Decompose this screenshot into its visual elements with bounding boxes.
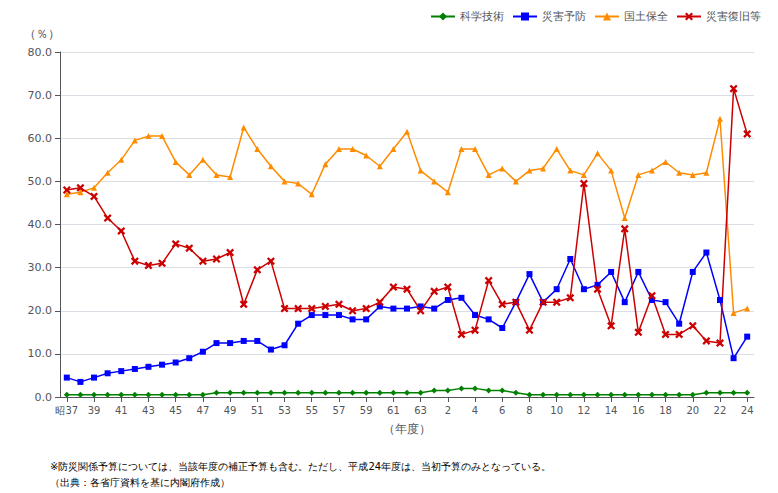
svg-text:53: 53 — [278, 405, 291, 416]
svg-text:63: 63 — [414, 405, 427, 416]
svg-text:14: 14 — [605, 405, 618, 416]
svg-text:昭37: 昭37 — [55, 405, 78, 416]
svg-text:4: 4 — [472, 405, 478, 416]
svg-text:2: 2 — [445, 405, 451, 416]
svg-text:（年度）: （年度） — [383, 422, 431, 436]
svg-text:47: 47 — [197, 405, 210, 416]
svg-text:80.0: 80.0 — [28, 46, 53, 59]
svg-text:61: 61 — [387, 405, 400, 416]
svg-text:科学技術: 科学技術 — [460, 10, 504, 23]
svg-text:災害予防: 災害予防 — [542, 10, 586, 23]
svg-text:16: 16 — [632, 405, 645, 416]
svg-text:※防災関係予算については、当該年度の補正予算も含む。ただし、: ※防災関係予算については、当該年度の補正予算も含む。ただし、平成24年度は、当初… — [50, 461, 551, 472]
svg-text:49: 49 — [224, 405, 237, 416]
svg-text:（％）: （％） — [24, 27, 60, 41]
svg-text:22: 22 — [714, 405, 727, 416]
svg-text:20.0: 20.0 — [28, 304, 53, 317]
svg-text:40.0: 40.0 — [28, 218, 53, 231]
svg-text:41: 41 — [115, 405, 128, 416]
svg-text:0.0: 0.0 — [35, 391, 53, 404]
svg-text:6: 6 — [499, 405, 505, 416]
svg-text:8: 8 — [526, 405, 532, 416]
svg-text:70.0: 70.0 — [28, 89, 53, 102]
svg-text:59: 59 — [360, 405, 373, 416]
svg-text:（出典：各省庁資料を基に内閣府作成）: （出典：各省庁資料を基に内閣府作成） — [50, 477, 230, 488]
svg-text:45: 45 — [169, 405, 182, 416]
svg-text:10: 10 — [550, 405, 563, 416]
svg-text:51: 51 — [251, 405, 264, 416]
svg-text:12: 12 — [578, 405, 591, 416]
svg-text:43: 43 — [142, 405, 155, 416]
svg-text:55: 55 — [305, 405, 318, 416]
svg-text:57: 57 — [333, 405, 346, 416]
svg-text:国土保全: 国土保全 — [624, 10, 668, 23]
svg-text:60.0: 60.0 — [28, 132, 53, 145]
svg-text:50.0: 50.0 — [28, 175, 53, 188]
svg-text:24: 24 — [741, 405, 754, 416]
svg-text:30.0: 30.0 — [28, 261, 53, 274]
svg-text:39: 39 — [88, 405, 101, 416]
svg-text:10.0: 10.0 — [28, 347, 53, 360]
svg-text:20: 20 — [686, 405, 699, 416]
svg-text:18: 18 — [659, 405, 672, 416]
svg-text:災害復旧等: 災害復旧等 — [706, 10, 761, 23]
